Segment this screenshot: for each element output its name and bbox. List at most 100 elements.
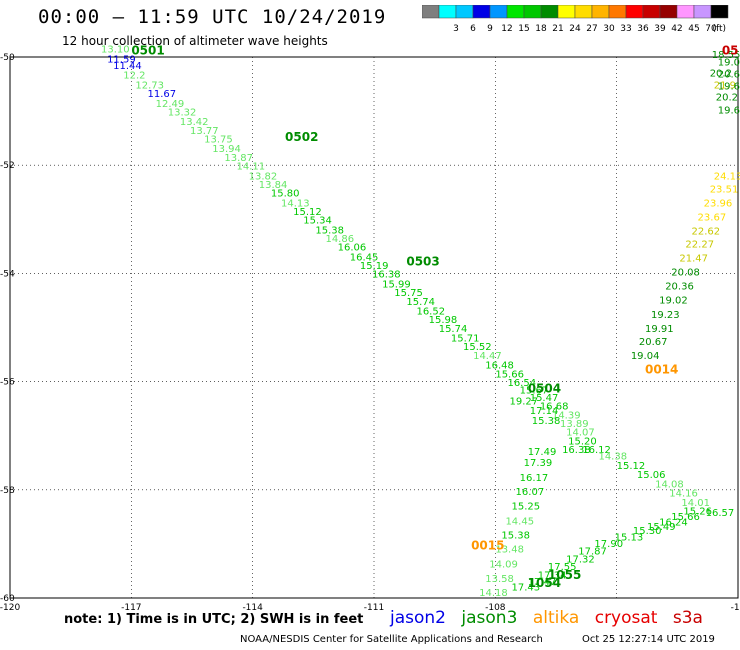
swh-value: 15.98 (429, 315, 458, 326)
y-tick-label: -58 (0, 486, 15, 496)
swh-value: 15.67 (520, 386, 549, 397)
swh-value: 17.32 (566, 554, 595, 565)
swh-value: 15.26 (683, 507, 712, 518)
legend-label: 3 (453, 24, 459, 34)
swh-value: 13.32 (168, 107, 197, 118)
swh-value: 14.18 (479, 588, 508, 599)
swh-value: 15.34 (303, 216, 332, 227)
y-tick-label: -52 (0, 161, 15, 171)
swh-value: 17.87 (578, 547, 607, 558)
chart-plot: -120 -117 -114 -111 -108 -10 -50 -52 -54 -56 -58 -6… (0, 43, 740, 610)
legend-label: 70 (705, 24, 717, 34)
swh-value: 20.2 (710, 68, 732, 79)
swh-value: 15.80 (271, 189, 300, 200)
y-tick-label: -60 (0, 594, 15, 604)
legend-label: 27 (586, 24, 597, 34)
footer-credit: NOAA/NESDIS Center for Satellite Applica… (240, 634, 543, 645)
swh-value: 12.73 (135, 80, 164, 91)
swh-value: 15.38 (532, 416, 561, 427)
swh-value: 15.71 (451, 334, 480, 345)
swh-value: 17.39 (524, 458, 553, 469)
pass-label: 0015 (471, 538, 504, 552)
swh-value: 18.55 (712, 50, 740, 61)
swh-value: 15.74 (406, 297, 435, 308)
swh-value: 19.01 (718, 58, 740, 69)
swh-value: 17.55 (548, 562, 577, 573)
legend-label: 21 (552, 24, 563, 34)
swh-value: 21.9 (714, 80, 736, 91)
swh-value: 13.58 (485, 574, 514, 585)
swh-value: 13.48 (495, 545, 524, 556)
swh-value: 13.87 (224, 153, 253, 164)
swh-value: 16.38 (562, 445, 591, 456)
swh-value: 16.24 (659, 518, 688, 529)
swh-value: 15.47 (530, 393, 559, 404)
swh-value: 13.42 (180, 117, 209, 128)
swh-value: 16.17 (520, 473, 549, 484)
legend-label: 24 (569, 24, 581, 34)
swh-value: 15.12 (617, 461, 646, 472)
swh-value: 16.48 (485, 361, 514, 372)
swh-value: 23.67 (698, 212, 727, 223)
footer-timestamp: Oct 25 12:27:14 UTC 2019 (582, 634, 715, 645)
swh-value: 21.47 (679, 253, 708, 264)
swh-value: 17.90 (594, 539, 623, 550)
legend-label: 42 (671, 24, 682, 34)
swh-value: 14.38 (598, 452, 627, 463)
swh-value: 16.68 (540, 402, 569, 413)
swh-value: 13.94 (212, 144, 241, 155)
swh-value: 13.75 (204, 134, 233, 145)
swh-value: 12.49 (156, 99, 185, 110)
swh-value: 14.09 (489, 560, 518, 571)
swh-value: 15.13 (615, 533, 644, 544)
plot-frame (9, 56, 739, 599)
swh-value: 19.23 (651, 310, 680, 321)
note-text: note: 1) Time is in UTC; 2) SWH is in fe… (64, 612, 364, 627)
y-tick-label: -56 (0, 378, 15, 388)
swh-value: 20.67 (639, 337, 668, 348)
swh-value: 17.34 (538, 571, 567, 582)
swh-value: 12.2 (123, 71, 145, 82)
swh-value: 15.38 (315, 225, 344, 236)
swh-value: 20.2 (716, 92, 738, 103)
swh-value: 14.01 (681, 498, 710, 509)
swh-value: 15.49 (647, 522, 676, 533)
swh-value: 16.06 (338, 243, 367, 254)
swh-value: 16.38 (372, 270, 401, 281)
chart-subtitle: 12 hour collection of altimeter wave hei… (62, 34, 328, 48)
swh-value: 19.91 (645, 324, 674, 335)
swh-value: 15.25 (512, 501, 541, 512)
swh-value: 20.08 (671, 268, 700, 279)
pass-label: 0504 (528, 381, 561, 395)
legend-label: 30 (603, 24, 615, 34)
y-tick-label: -54 (0, 269, 15, 279)
legend-label: 33 (620, 24, 631, 34)
legend-unit: (ft) (712, 24, 726, 34)
satellite-cryosat: cryosat (594, 608, 658, 628)
swh-value: 19.61 (718, 105, 740, 116)
swh-value: 13.82 (249, 171, 278, 182)
swh-value: 15.30 (633, 526, 662, 537)
swh-value: 15.52 (463, 342, 492, 353)
swh-value: 14.86 (325, 234, 354, 245)
swh-value: 17.14 (530, 406, 559, 417)
swh-value: 19.62 (718, 81, 740, 92)
color-legend: 3 6 9 12 15 18 21 24 27 30 33 36 39 42 45 70(ft) (422, 5, 729, 34)
swh-value: 16.12 (582, 445, 611, 456)
satellite-jason3: jason3 (461, 608, 518, 628)
swh-value: 15.66 (495, 369, 524, 380)
pass-label: 1054 (528, 576, 561, 590)
satellite-jason2: jason2 (390, 608, 446, 628)
pass-label: 05 (722, 43, 739, 57)
swh-value: 16.45 (350, 252, 379, 263)
swh-value: 15.19 (360, 261, 389, 272)
x-tick-label: -10 (731, 603, 740, 610)
swh-value: 15.12 (293, 207, 322, 218)
swh-value: 14.47 (473, 351, 502, 362)
swh-value: 15.74 (439, 324, 468, 335)
legend-swatch (710, 5, 729, 19)
swh-value: 24.13 (714, 171, 740, 182)
legend-label: 36 (637, 24, 649, 34)
swh-value: 16.52 (416, 307, 445, 318)
swh-value: 16.57 (706, 508, 735, 519)
